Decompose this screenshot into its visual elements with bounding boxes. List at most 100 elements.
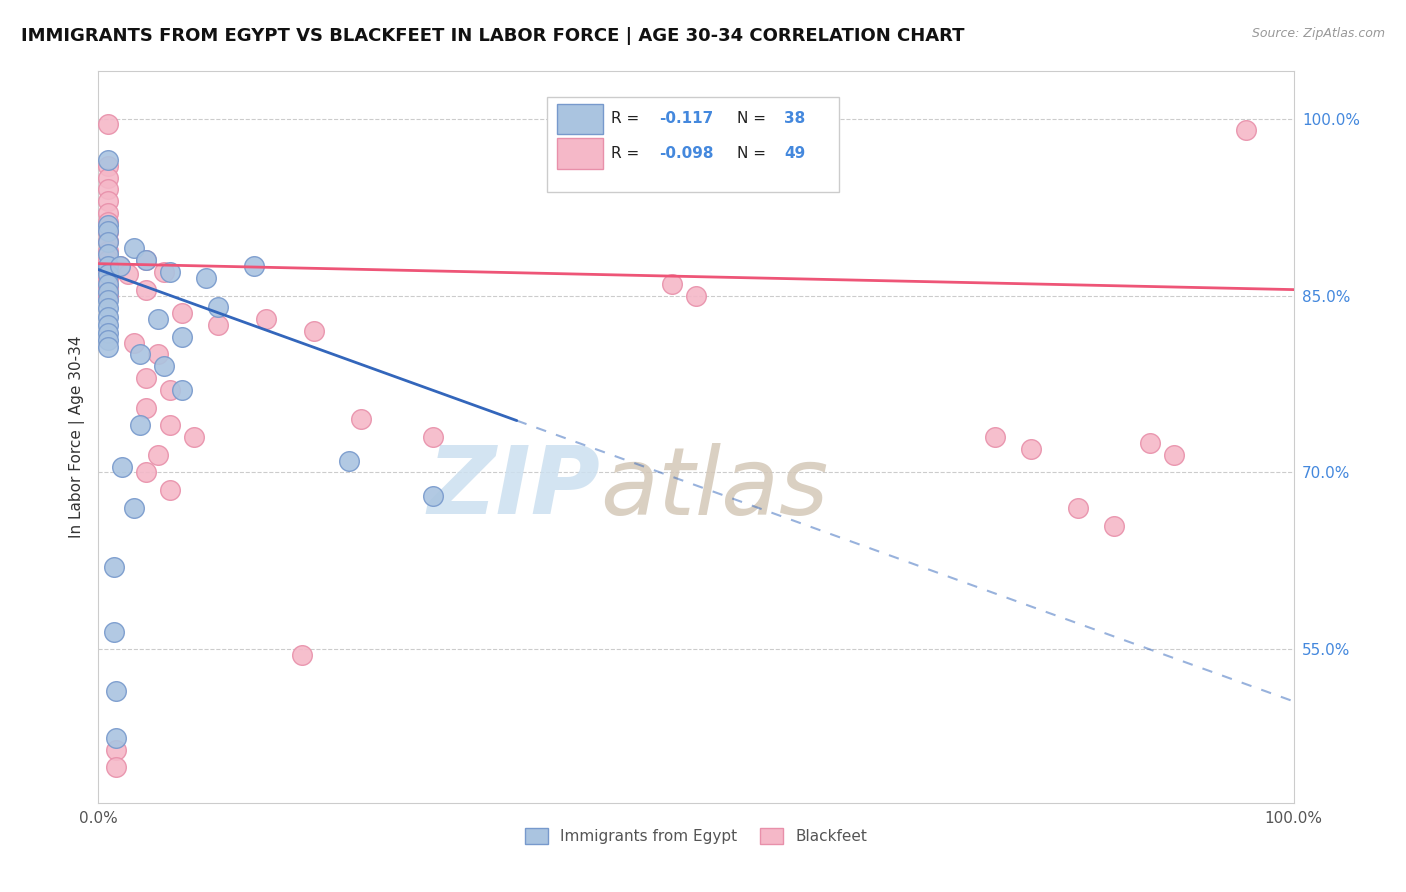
- Point: [1234, 123, 1257, 137]
- Point: [97, 170, 120, 185]
- Legend: Immigrants from Egypt, Blackfeet: Immigrants from Egypt, Blackfeet: [519, 822, 873, 850]
- Point: [105, 683, 128, 698]
- Point: [195, 270, 218, 285]
- Text: N =: N =: [737, 145, 770, 161]
- Text: N =: N =: [737, 112, 770, 127]
- Point: [97, 244, 120, 258]
- Point: [97, 310, 120, 324]
- Point: [159, 418, 181, 433]
- Point: [105, 742, 128, 756]
- Point: [339, 453, 361, 467]
- FancyBboxPatch shape: [557, 138, 603, 169]
- Point: [97, 262, 120, 277]
- Point: [97, 182, 120, 196]
- Point: [97, 293, 120, 308]
- Point: [1104, 518, 1126, 533]
- Point: [685, 288, 707, 302]
- Point: [97, 224, 120, 238]
- Point: [129, 418, 152, 433]
- Point: [183, 430, 205, 444]
- Point: [159, 483, 181, 498]
- Point: [97, 253, 120, 268]
- Point: [135, 253, 157, 268]
- Y-axis label: In Labor Force | Age 30-34: In Labor Force | Age 30-34: [69, 335, 84, 539]
- Point: [97, 118, 120, 132]
- Point: [129, 347, 152, 361]
- Point: [661, 277, 683, 291]
- Point: [97, 218, 120, 232]
- Point: [172, 330, 194, 344]
- Point: [135, 401, 157, 415]
- Point: [1067, 500, 1090, 515]
- Point: [124, 241, 146, 255]
- Point: [97, 301, 120, 316]
- Point: [117, 267, 139, 281]
- Point: [984, 430, 1007, 444]
- Point: [207, 318, 229, 332]
- Point: [148, 312, 170, 326]
- Point: [302, 324, 325, 338]
- Point: [124, 500, 146, 515]
- Point: [159, 265, 181, 279]
- Point: [103, 559, 125, 574]
- Point: [97, 206, 120, 220]
- Text: Source: ZipAtlas.com: Source: ZipAtlas.com: [1251, 27, 1385, 40]
- Point: [97, 234, 120, 248]
- Point: [97, 225, 120, 239]
- Point: [422, 430, 444, 444]
- Point: [97, 285, 120, 299]
- Point: [153, 265, 176, 279]
- Point: [135, 466, 157, 480]
- Point: [97, 288, 120, 302]
- Point: [97, 340, 120, 354]
- Point: [172, 383, 194, 397]
- FancyBboxPatch shape: [547, 97, 839, 192]
- Point: [135, 371, 157, 385]
- Text: -0.117: -0.117: [659, 112, 713, 127]
- Point: [148, 347, 170, 361]
- Point: [135, 253, 157, 268]
- Text: IMMIGRANTS FROM EGYPT VS BLACKFEET IN LABOR FORCE | AGE 30-34 CORRELATION CHART: IMMIGRANTS FROM EGYPT VS BLACKFEET IN LA…: [21, 27, 965, 45]
- Point: [243, 259, 266, 273]
- Point: [97, 272, 120, 286]
- Point: [97, 247, 120, 261]
- Text: ZIP: ZIP: [427, 442, 600, 534]
- Point: [97, 159, 120, 173]
- Text: R =: R =: [612, 145, 644, 161]
- Point: [111, 459, 134, 474]
- Point: [153, 359, 176, 374]
- Point: [97, 318, 120, 332]
- Point: [97, 277, 120, 291]
- Point: [422, 489, 444, 503]
- Point: [97, 280, 120, 294]
- Point: [1139, 436, 1161, 450]
- Point: [1163, 448, 1185, 462]
- Point: [97, 267, 120, 281]
- Text: 38: 38: [785, 112, 806, 127]
- Point: [97, 215, 120, 229]
- Text: atlas: atlas: [600, 442, 828, 533]
- Point: [97, 334, 120, 348]
- Point: [97, 259, 120, 273]
- Point: [254, 312, 277, 326]
- Point: [97, 235, 120, 250]
- Text: R =: R =: [612, 112, 644, 127]
- Text: 49: 49: [785, 145, 806, 161]
- Point: [350, 412, 373, 426]
- Point: [108, 259, 131, 273]
- Point: [1019, 442, 1042, 456]
- Text: -0.098: -0.098: [659, 145, 713, 161]
- Point: [148, 448, 170, 462]
- Point: [135, 283, 157, 297]
- Point: [108, 259, 131, 273]
- Point: [105, 760, 128, 774]
- Point: [97, 326, 120, 341]
- Point: [207, 301, 229, 315]
- Point: [97, 153, 120, 167]
- Point: [159, 383, 181, 397]
- Point: [172, 306, 194, 320]
- FancyBboxPatch shape: [557, 103, 603, 135]
- Point: [105, 731, 128, 745]
- Point: [124, 335, 146, 350]
- Point: [291, 648, 314, 663]
